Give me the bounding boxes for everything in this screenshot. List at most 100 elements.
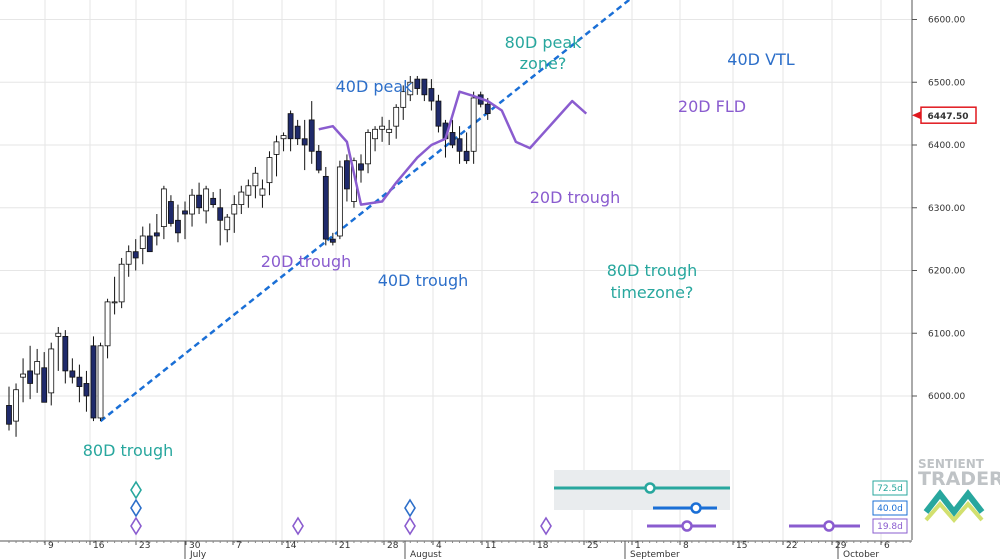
day-tick-label: 7 (236, 541, 242, 551)
candle-body (308, 119, 315, 152)
day-tick-label: 11 (485, 541, 496, 551)
candle-body (329, 238, 336, 243)
candle-body (160, 188, 167, 227)
day-tick-label: 4 (436, 541, 442, 551)
cycle-trough-diamond (540, 516, 552, 536)
candle-body (435, 100, 442, 127)
brand-logo-teal (923, 489, 985, 517)
candle-body (168, 201, 174, 224)
candle-body (287, 113, 294, 140)
cycle-trough-diamond (130, 498, 142, 518)
candle-body (153, 232, 160, 237)
candle-body (196, 194, 202, 209)
candle-body (449, 132, 456, 146)
day-tick-label: 1 (635, 541, 641, 551)
candle-body (315, 150, 322, 171)
candle-body (470, 97, 477, 152)
candle-body (273, 141, 280, 155)
day-tick-label: 28 (387, 541, 399, 551)
candle-body (125, 251, 132, 265)
candle-body (210, 197, 217, 206)
candle-body (13, 389, 19, 422)
annotation-label: 40D peak (336, 77, 414, 96)
candle-body (76, 376, 83, 387)
day-tick-label: 6 (884, 541, 890, 551)
price-tick-label: 6500.00 (928, 78, 965, 88)
candle-body (55, 332, 62, 337)
cycle-length-box (872, 518, 908, 534)
candle-body (463, 150, 470, 162)
price-tick-label: 6200.00 (928, 267, 965, 277)
candle-body (336, 166, 343, 237)
day-tick-label: 25 (587, 541, 598, 551)
candle-body (146, 235, 153, 253)
candles-group (6, 75, 491, 437)
candle-body (231, 204, 238, 215)
candle-body (322, 175, 329, 240)
candle-body (456, 138, 463, 152)
candle-body (48, 348, 55, 394)
price-tick-label: 6300.00 (928, 204, 965, 214)
candle-body (238, 191, 245, 206)
candle-body (203, 188, 210, 212)
candle-body (428, 88, 435, 102)
day-tick-label: 15 (736, 541, 747, 551)
candle-body (301, 138, 308, 146)
candle-body (386, 128, 393, 133)
annotation-label: 80D peak (505, 33, 583, 52)
month-label: July (189, 550, 207, 559)
cycle-length-box (872, 480, 908, 496)
candle-body (484, 103, 491, 115)
candle-body (182, 210, 188, 215)
candle-body (224, 216, 231, 231)
cycle-trough-diamond (404, 498, 416, 518)
candle-body (365, 132, 371, 165)
candle-body (414, 78, 421, 89)
day-tick-label: 9 (48, 541, 54, 551)
cycle-zone-center (681, 520, 693, 532)
annotation-label: 40D trough (378, 271, 469, 290)
candle-body (118, 263, 125, 303)
day-tick-label: 30 (189, 541, 201, 551)
cycle-zone-center (823, 520, 835, 532)
candle-body (62, 335, 69, 372)
annotation-label: 40D VTL (727, 50, 794, 69)
day-tick-label: 18 (537, 541, 549, 551)
price-tick-label: 6600.00 (928, 16, 965, 26)
candle-body (344, 160, 350, 190)
fld-20d-line (318, 90, 588, 206)
price-tick-label: 6400.00 (928, 141, 965, 151)
cycle-zone-center (690, 502, 702, 514)
cycle-trough-diamond (404, 516, 416, 536)
candle-body (90, 345, 97, 419)
annotation-label: 20D trough (261, 252, 352, 271)
price-tick-label: 6100.00 (928, 329, 965, 339)
last-price-pointer (912, 111, 921, 120)
day-tick-label: 21 (339, 541, 350, 551)
cycle-trough-diamond (130, 516, 142, 536)
brand-name-bottom: TRADER (918, 468, 1000, 490)
candle-body (266, 157, 273, 184)
month-label: August (410, 550, 442, 559)
cycle-zone-shade (554, 470, 730, 510)
candle-body (217, 207, 224, 221)
annotation-label: 80D trough (607, 261, 698, 280)
candle-body (41, 367, 48, 403)
candle-body (69, 370, 76, 378)
month-label: September (630, 550, 680, 559)
cycle-length-label: 72.5d (877, 484, 903, 494)
price-tick-label: 6000.00 (928, 392, 965, 402)
candle-body (252, 172, 259, 187)
brand-logo (923, 489, 985, 524)
brand-logo-lime (924, 500, 984, 524)
candle-body (27, 370, 34, 384)
candle-body (245, 185, 252, 196)
candle-body (111, 301, 118, 304)
cycle-trough-diamond (130, 480, 142, 500)
candle-body (139, 235, 146, 249)
candle-body (393, 106, 400, 127)
month-label: October (843, 550, 879, 559)
annotation-label: 80D trough (83, 441, 174, 460)
